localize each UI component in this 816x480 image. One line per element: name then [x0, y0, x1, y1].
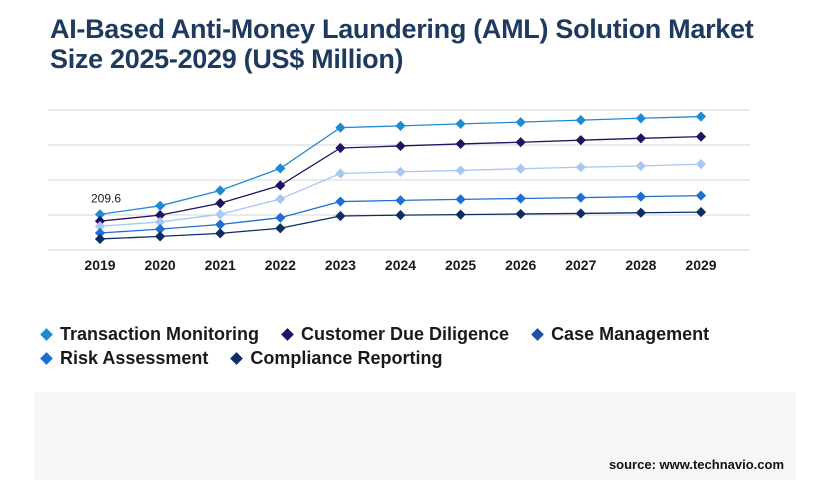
legend-marker-icon	[230, 351, 244, 365]
data-point	[395, 195, 406, 206]
data-point	[695, 206, 707, 218]
data-point	[335, 196, 346, 207]
data-point	[575, 162, 586, 173]
data-point	[94, 216, 106, 227]
data-point	[395, 210, 406, 221]
legend-marker-icon	[281, 327, 294, 341]
x-tick-label: 2027	[565, 257, 596, 273]
x-tick-label: 2028	[625, 257, 656, 273]
data-point	[575, 192, 586, 203]
line-chart: 2019 2020 2021 2022 2023 2024 2025 2026 2027 2028…	[48, 109, 750, 273]
x-tick-label: 2026	[505, 257, 536, 273]
data-point	[455, 138, 466, 150]
data-point	[695, 111, 707, 122]
data-point	[575, 208, 586, 219]
data-point	[215, 209, 226, 220]
data-point	[515, 117, 526, 128]
data-point	[155, 231, 166, 242]
legend-marker-icon	[40, 327, 53, 341]
data-point	[455, 165, 466, 176]
data-point	[275, 163, 286, 174]
legend-label: Case Management	[551, 323, 710, 344]
data-point	[635, 113, 646, 124]
data-point	[215, 219, 226, 230]
legend-label: Transaction Monitoring	[60, 323, 260, 344]
data-point	[215, 228, 226, 239]
x-tick-label: 2025	[445, 257, 476, 273]
data-point	[335, 210, 346, 222]
footer-panel	[34, 392, 796, 480]
data-point	[455, 194, 466, 205]
data-point	[635, 160, 646, 172]
data-point	[335, 142, 346, 154]
data-point	[335, 122, 346, 133]
data-point	[695, 159, 707, 170]
x-tick-label: 2021	[205, 257, 236, 273]
data-point	[395, 120, 406, 131]
x-tick-label: 2029	[685, 257, 716, 273]
data-point	[155, 200, 166, 211]
legend-row: Transaction Monitoring Customer Due Dili…	[40, 322, 780, 346]
data-point	[395, 166, 406, 177]
legend-marker-icon	[531, 327, 544, 341]
data-point	[455, 118, 466, 129]
data-point	[515, 208, 526, 220]
data-point	[275, 212, 286, 223]
data-point	[575, 115, 586, 126]
chart-legend: Transaction Monitoring Customer Due Dili…	[40, 322, 780, 370]
data-point	[94, 233, 106, 245]
data-point	[215, 185, 226, 196]
data-point	[94, 221, 106, 232]
legend-marker-icon	[40, 351, 53, 365]
data-point	[94, 209, 106, 220]
data-point	[575, 135, 586, 146]
legend-item-customer-due-diligence: Customer Due Diligence	[281, 324, 509, 345]
data-point	[275, 193, 286, 205]
x-tick-label: 2020	[145, 257, 176, 273]
data-point	[635, 207, 646, 218]
data-point	[215, 198, 226, 209]
legend-row: Risk Assessment Compliance Reporting	[40, 346, 780, 370]
data-point	[515, 193, 526, 204]
data-point	[515, 137, 526, 148]
data-point	[94, 227, 106, 239]
data-point	[695, 190, 707, 201]
legend-item-transaction-monitoring: Transaction Monitoring	[40, 324, 259, 345]
legend-label: Risk Assessment	[60, 347, 209, 368]
x-tick-label: 2023	[325, 257, 356, 273]
x-tick-label: 2022	[265, 257, 296, 273]
legend-label: Compliance Reporting	[250, 347, 443, 368]
data-point	[275, 180, 286, 191]
data-point	[635, 133, 646, 144]
legend-item-risk-assessment: Risk Assessment	[40, 348, 208, 369]
x-tick-label: 2024	[385, 257, 416, 273]
data-label: 209.6	[91, 191, 121, 205]
data-point	[455, 209, 466, 220]
legend-item-case-management: Case Management	[531, 324, 709, 345]
data-point	[335, 168, 346, 179]
legend-label: Customer Due Diligence	[301, 323, 510, 344]
data-point	[275, 223, 286, 234]
data-point	[395, 140, 406, 152]
data-point	[695, 131, 707, 142]
data-point	[635, 191, 646, 202]
x-tick-label: 2019	[84, 257, 115, 273]
chart-title: AI-Based Anti-Money Laundering (AML) Sol…	[50, 14, 754, 74]
data-point	[515, 163, 526, 174]
legend-item-compliance-reporting: Compliance Reporting	[230, 348, 442, 369]
source-credit: source: www.technavio.com	[608, 457, 784, 472]
